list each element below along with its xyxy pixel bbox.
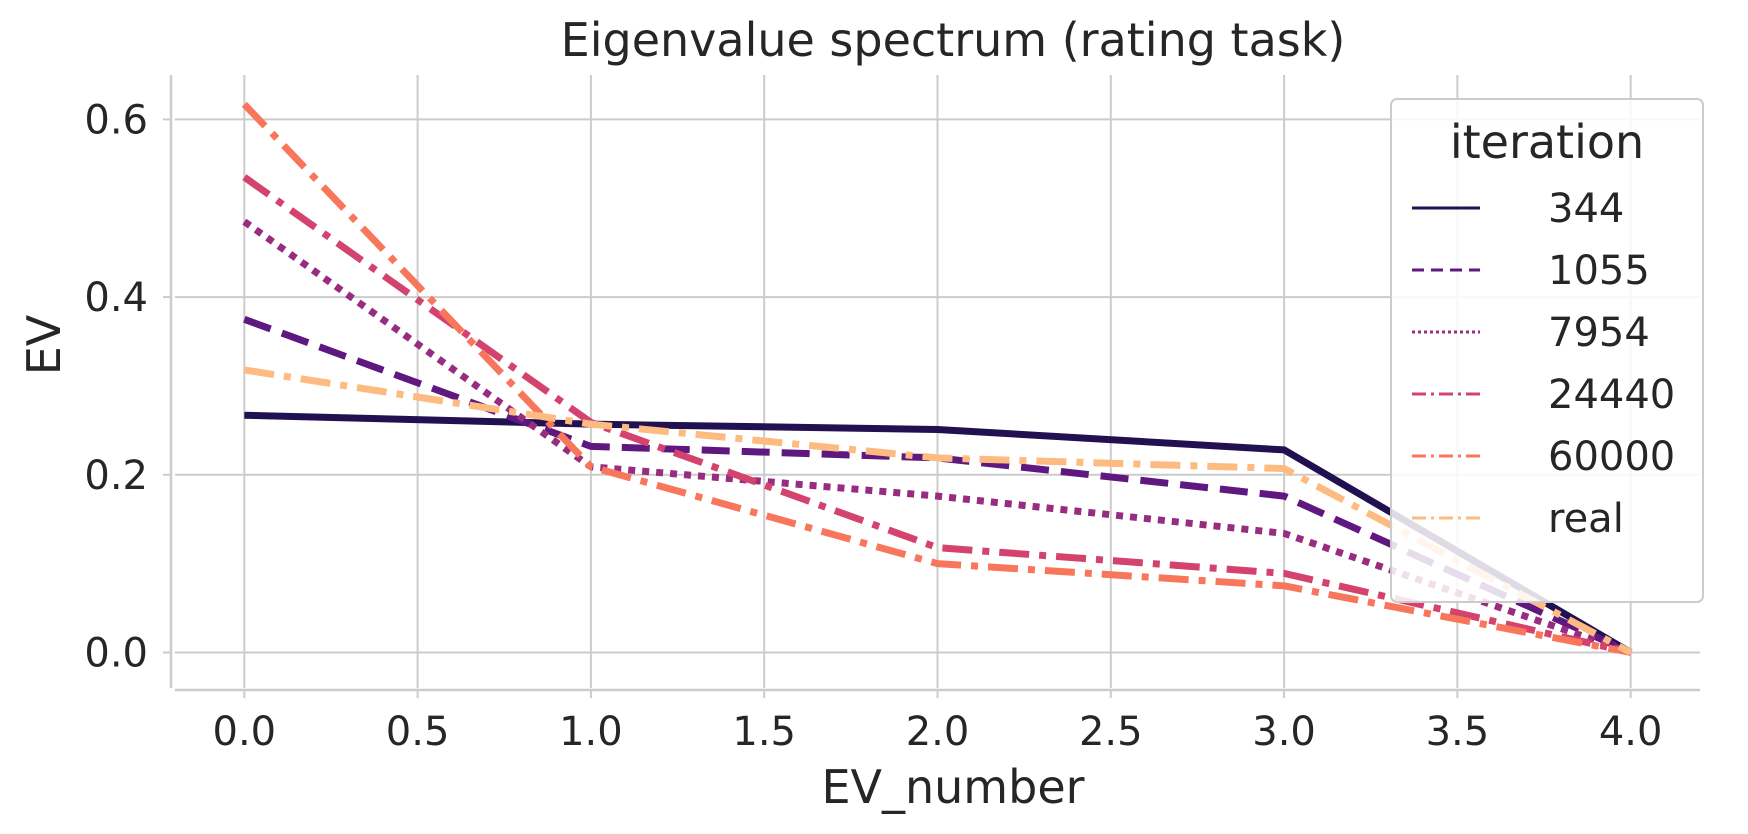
x-tick-label: 3.5 (1426, 709, 1490, 755)
y-tick-label: 0.0 (84, 630, 148, 676)
x-tick-label: 1.5 (732, 709, 796, 755)
legend-entries: 344 1055 7954 24440 60000 real (1412, 186, 1675, 542)
legend-title: iteration (1450, 115, 1644, 169)
legend-label-real: real (1548, 496, 1624, 542)
x-tick-label: 4.0 (1599, 709, 1663, 755)
series-line-real (243, 366, 1633, 656)
tick-labels: 0.0 0.5 1.0 1.5 2.0 2.5 3.0 3.5 4.0 0.0 0.2 0.4 0.6 (84, 97, 1662, 755)
y-axis-title: EV (17, 314, 71, 375)
x-tick-label: 2.0 (906, 709, 970, 755)
series-line-60000 (241, 101, 1632, 656)
legend-frame (1390, 98, 1704, 603)
legend-label-7954: 7954 (1548, 310, 1650, 356)
legend-label-24440: 24440 (1548, 372, 1675, 418)
y-tick-label: 0.6 (84, 97, 148, 143)
x-tick-label: 0.0 (213, 709, 277, 755)
legend-label-60000: 60000 (1548, 434, 1675, 480)
x-axis-title: EV_number (821, 760, 1084, 814)
chart-title: Eigenvalue spectrum (rating task) (561, 13, 1346, 67)
x-tick-label: 2.5 (1079, 709, 1143, 755)
y-tick-label: 0.2 (84, 453, 148, 499)
legend-label-344: 344 (1548, 186, 1624, 232)
y-tick-label: 0.4 (84, 275, 148, 321)
x-tick-label: 3.0 (1252, 709, 1316, 755)
x-tick-label: 0.5 (386, 709, 450, 755)
x-tick-label: 1.0 (559, 709, 623, 755)
series-line-7954 (242, 218, 1632, 656)
legend: iteration 344 1055 7954 24440 60000 real (1390, 98, 1704, 603)
axes (163, 75, 1700, 698)
legend-label-1055: 1055 (1548, 248, 1650, 294)
